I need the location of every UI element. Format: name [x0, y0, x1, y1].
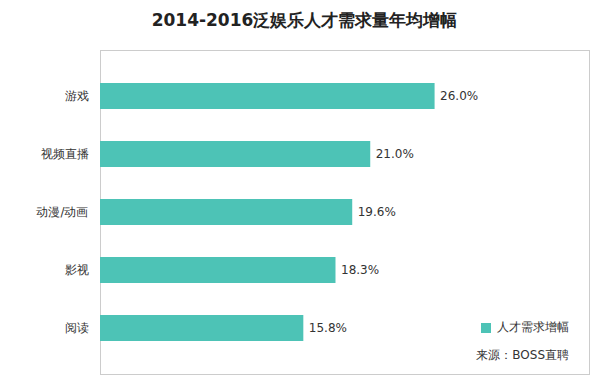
svg-text:阅读: 阅读	[65, 321, 89, 335]
svg-text:26.0%: 26.0%	[440, 89, 478, 103]
svg-text:游戏: 游戏	[65, 89, 89, 103]
svg-text:18.3%: 18.3%	[341, 263, 379, 277]
svg-text:21.0%: 21.0%	[376, 147, 414, 161]
html-text:来源：BOSS直聘: 来源：BOSS直聘	[476, 348, 569, 362]
svg-text:19.6%: 19.6%	[358, 205, 396, 219]
svg-text:动漫/动画: 动漫/动画	[36, 205, 88, 219]
svg-text:视频直播: 视频直播	[41, 147, 89, 161]
svg-text:15.8%: 15.8%	[309, 321, 347, 335]
html-text:2014-2016泛娱乐人才需求量年均增幅: 2014-2016泛娱乐人才需求量年均增幅	[151, 10, 458, 30]
svg-text:影视: 影视	[65, 263, 89, 277]
html-text:人才需求增幅: 人才需求增幅	[497, 320, 569, 334]
